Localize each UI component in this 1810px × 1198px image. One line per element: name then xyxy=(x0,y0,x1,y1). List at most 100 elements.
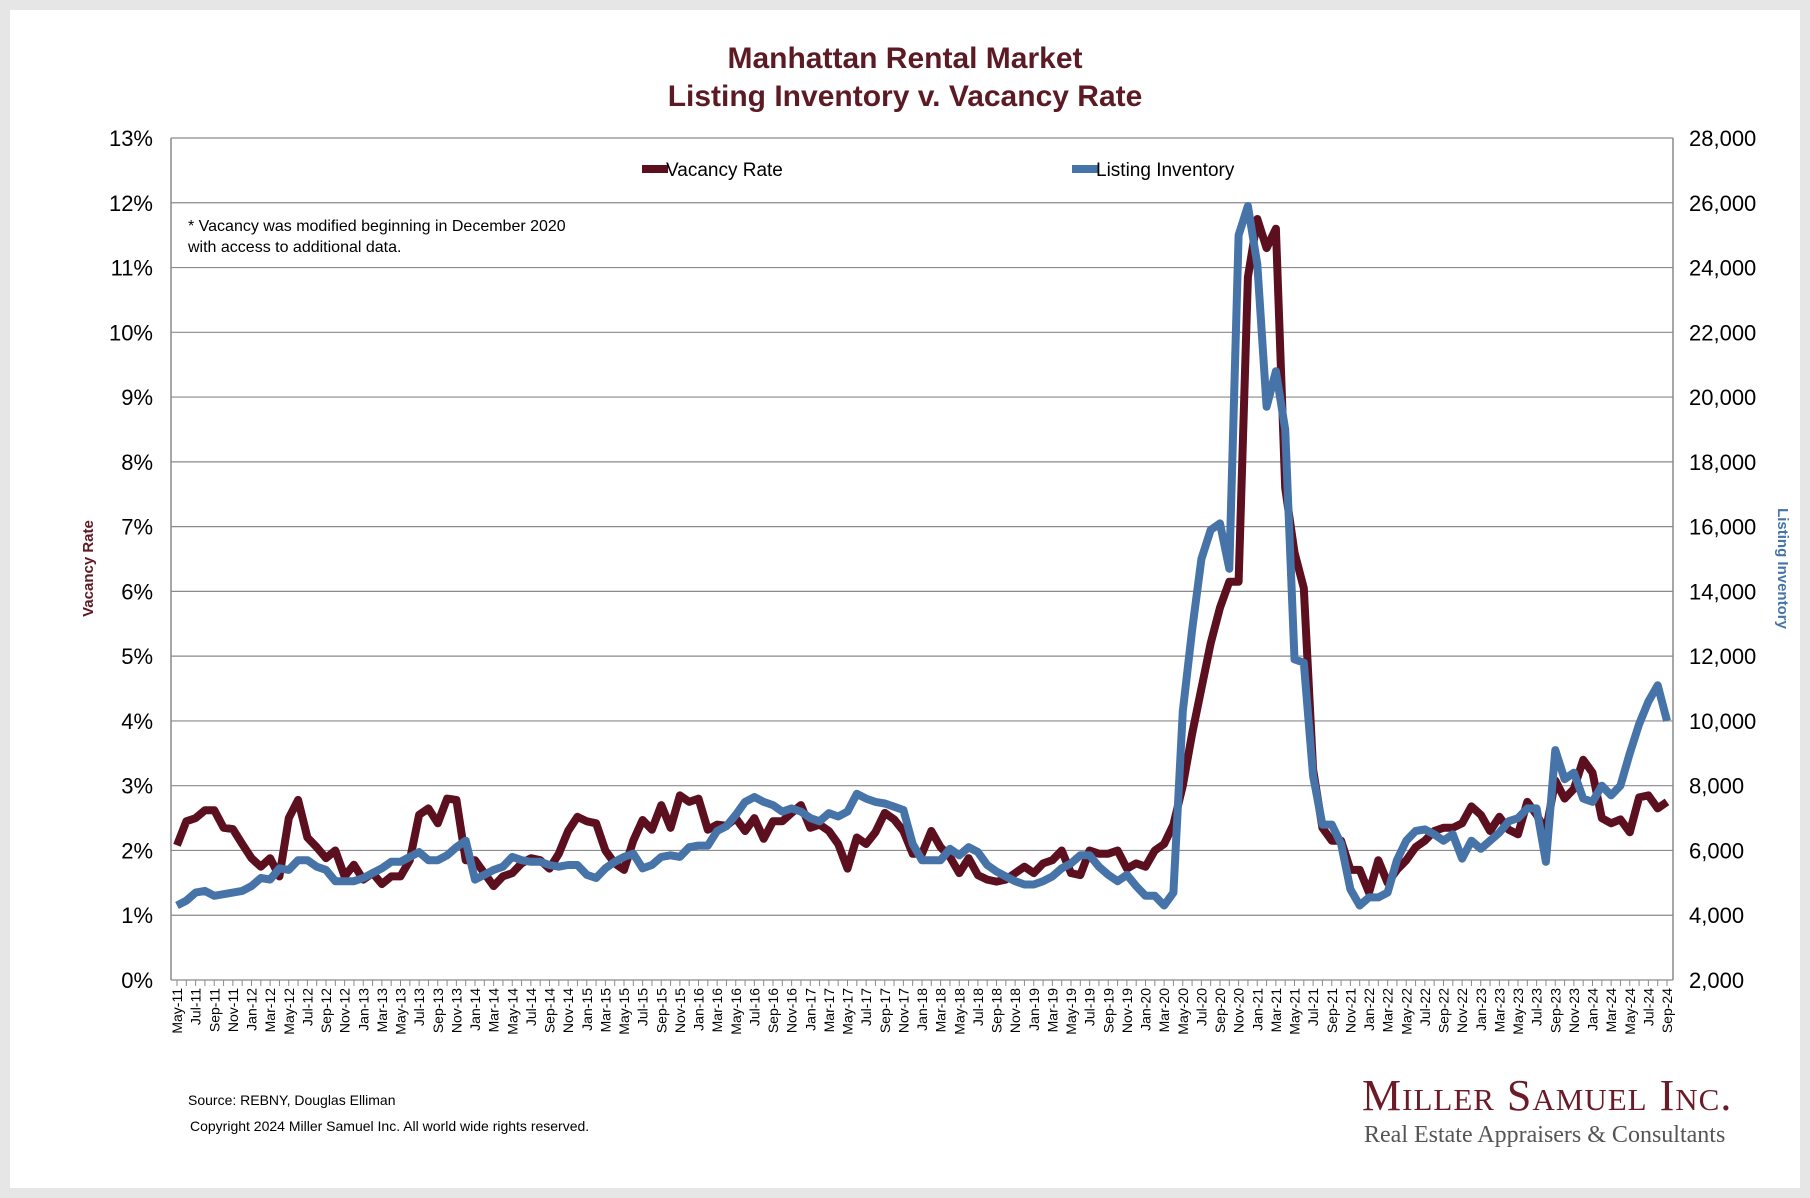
x-tick-label: Mar-23 xyxy=(1491,988,1507,1033)
x-tick-label: Jul-23 xyxy=(1529,988,1545,1026)
left-tick-label: 13% xyxy=(109,126,153,151)
x-tick-label: Sep-12 xyxy=(318,988,334,1033)
x-tick-label: Mar-18 xyxy=(933,988,949,1033)
x-tick-label: Jul-19 xyxy=(1082,988,1098,1026)
x-tick-label: Jan-13 xyxy=(355,988,371,1031)
x-tick-label: Sep-20 xyxy=(1212,988,1228,1033)
x-tick-label: May-16 xyxy=(728,988,744,1035)
left-tick-label: 6% xyxy=(121,579,153,604)
logo-tagline: Real Estate Appraisers & Consultants xyxy=(1364,1122,1726,1148)
x-tick-label: Sep-19 xyxy=(1100,988,1116,1033)
x-tick-label: May-21 xyxy=(1287,988,1303,1035)
x-tick-label: Mar-24 xyxy=(1603,988,1619,1033)
x-tick-label: Sep-22 xyxy=(1436,988,1452,1033)
x-tick-label: Jul-22 xyxy=(1417,988,1433,1026)
left-tick-label: 10% xyxy=(109,320,153,345)
x-tick-label: Jan-15 xyxy=(579,988,595,1031)
copyright-text: Copyright 2024 Miller Samuel Inc. All wo… xyxy=(190,1118,590,1134)
x-tick-label: Mar-21 xyxy=(1268,988,1284,1033)
x-tick-label: Nov-18 xyxy=(1007,988,1023,1033)
x-tick-label: May-23 xyxy=(1510,988,1526,1035)
x-tick-label: May-19 xyxy=(1063,988,1079,1035)
x-tick-label: Nov-14 xyxy=(560,988,576,1033)
right-tick-label: 22,000 xyxy=(1689,320,1756,345)
x-tick-label: Jan-23 xyxy=(1473,988,1489,1031)
x-tick-label: Jan-17 xyxy=(802,988,818,1031)
x-tick-label: Jan-20 xyxy=(1138,988,1154,1031)
legend-label-vacancy: Vacancy Rate xyxy=(666,160,783,181)
x-tick-label: Mar-12 xyxy=(262,988,278,1033)
x-tick-label: Sep-23 xyxy=(1547,988,1563,1033)
x-tick-label: Jan-12 xyxy=(244,988,260,1031)
left-tick-label: 12% xyxy=(109,191,153,216)
x-tick-label: Sep-14 xyxy=(542,988,558,1033)
x-tick-label: May-13 xyxy=(393,988,409,1035)
left-tick-label: 7% xyxy=(121,515,153,540)
x-tick-label: Jul-14 xyxy=(523,988,539,1026)
x-tick-label: Jul-13 xyxy=(411,988,427,1026)
right-tick-label: 24,000 xyxy=(1689,256,1756,281)
left-tick-label: 4% xyxy=(121,709,153,734)
x-tick-label: Sep-16 xyxy=(765,988,781,1033)
x-tick-label: Nov-13 xyxy=(448,988,464,1033)
x-tick-label: Nov-17 xyxy=(895,988,911,1033)
right-tick-label: 18,000 xyxy=(1689,450,1756,475)
x-tick-label: Nov-16 xyxy=(784,988,800,1033)
x-tick-label: Jul-24 xyxy=(1640,988,1656,1026)
x-tick-label: Nov-11 xyxy=(225,988,241,1032)
right-tick-label: 10,000 xyxy=(1689,709,1756,734)
x-tick-label: Jan-18 xyxy=(914,988,930,1031)
x-tick-label: Jan-21 xyxy=(1249,988,1265,1031)
x-tick-label: Jan-24 xyxy=(1585,988,1601,1031)
x-tick-label: Nov-21 xyxy=(1342,988,1358,1033)
x-tick-label: Sep-24 xyxy=(1659,988,1675,1033)
vacancy-rate-line xyxy=(173,215,1670,897)
x-tick-label: May-12 xyxy=(281,988,297,1035)
right-tick-label: 20,000 xyxy=(1689,385,1756,410)
right-axis-title: Listing Inventory xyxy=(1773,508,1791,629)
x-tick-label: May-15 xyxy=(616,988,632,1035)
x-tick-label: Nov-15 xyxy=(672,988,688,1033)
x-tick-label: May-20 xyxy=(1175,988,1191,1035)
left-tick-label: 9% xyxy=(121,385,153,410)
chart-title-line2: Listing Inventory v. Vacancy Rate xyxy=(667,80,1143,113)
note-line1: * Vacancy was modified beginning in Dece… xyxy=(188,218,566,235)
legend-label-inventory: Listing Inventory xyxy=(1096,160,1235,181)
left-tick-label: 0% xyxy=(121,968,153,993)
x-tick-label: May-22 xyxy=(1398,988,1414,1035)
x-tick-label: Mar-16 xyxy=(709,988,725,1033)
x-tick-label: Mar-22 xyxy=(1380,988,1396,1033)
x-tick-label: Mar-15 xyxy=(597,988,613,1033)
right-tick-label: 14,000 xyxy=(1689,579,1756,604)
right-tick-label: 12,000 xyxy=(1689,644,1756,669)
logo-name: Miller Samuel Inc. xyxy=(1362,1071,1733,1120)
x-tick-label: Nov-22 xyxy=(1454,988,1470,1033)
source-text: Source: REBNY, Douglas Elliman xyxy=(188,1092,396,1108)
x-tick-label: May-18 xyxy=(951,988,967,1035)
x-tick-label: Jan-16 xyxy=(691,988,707,1031)
x-tick-label: Jul-16 xyxy=(746,988,762,1026)
x-tick-label: Mar-17 xyxy=(821,988,837,1033)
x-tick-label: Mar-20 xyxy=(1156,988,1172,1033)
right-tick-label: 26,000 xyxy=(1689,191,1756,216)
right-tick-label: 8,000 xyxy=(1689,774,1744,799)
left-tick-label: 1% xyxy=(121,903,153,928)
x-tick-label: May-14 xyxy=(504,988,520,1035)
x-tick-label: Mar-13 xyxy=(374,988,390,1033)
left-axis-title: Vacancy Rate xyxy=(79,520,97,617)
x-tick-label: Sep-15 xyxy=(653,988,669,1033)
right-tick-label: 16,000 xyxy=(1689,515,1756,540)
x-tick-label: May-24 xyxy=(1622,988,1638,1035)
right-tick-label: 4,000 xyxy=(1689,903,1744,928)
x-tick-label: Sep-17 xyxy=(877,988,893,1033)
x-tick-label: Jul-11 xyxy=(188,988,204,1025)
x-tick-label: Nov-23 xyxy=(1566,988,1582,1033)
left-tick-label: 11% xyxy=(111,256,153,281)
x-tick-label: Nov-20 xyxy=(1231,988,1247,1033)
x-tick-label: Nov-12 xyxy=(337,988,353,1033)
x-tick-label: Jan-22 xyxy=(1361,988,1377,1031)
x-tick-label: Jul-20 xyxy=(1193,988,1209,1026)
chart-panel xyxy=(10,10,1800,1188)
listing-inventory-line xyxy=(175,202,1671,910)
